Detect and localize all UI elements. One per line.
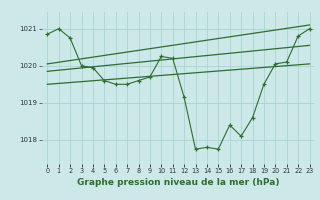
X-axis label: Graphe pression niveau de la mer (hPa): Graphe pression niveau de la mer (hPa) (77, 178, 280, 187)
